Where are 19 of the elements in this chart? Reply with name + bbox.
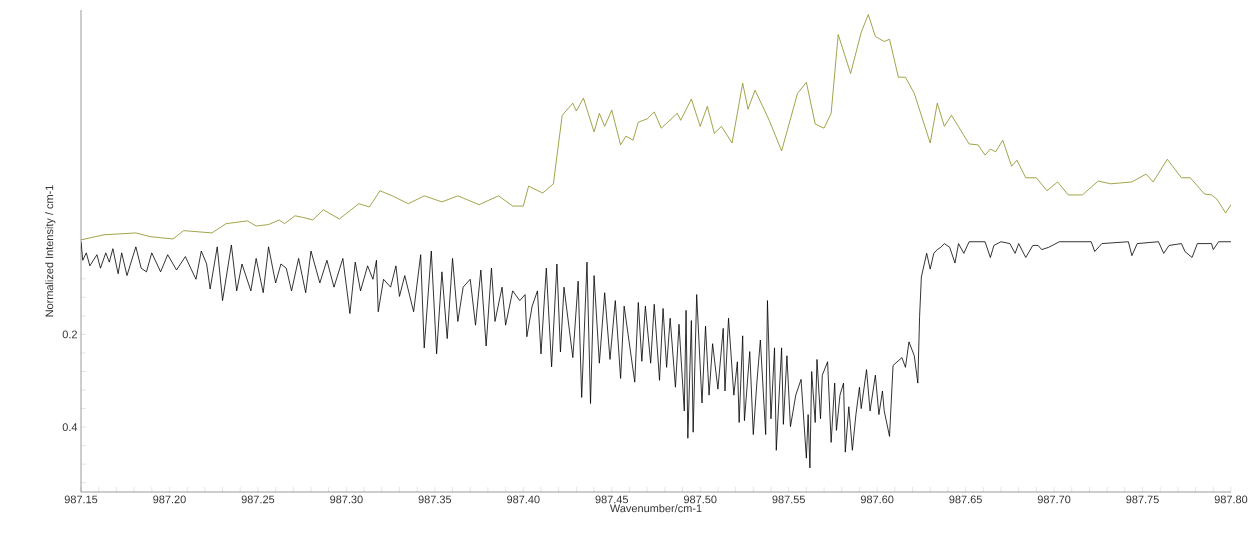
x-tick-label: 987.65 <box>949 495 982 504</box>
x-tick-label: 987.20 <box>153 495 186 504</box>
y-axis-title: Normalized Intensity / cm-1 <box>45 185 56 317</box>
x-tick-label: 987.40 <box>507 495 540 504</box>
x-axis-title: Wavenumber/cm-1 <box>609 504 702 513</box>
x-tick-label: 987.15 <box>64 495 98 504</box>
x-tick-label: 987.45 <box>595 495 629 504</box>
x-tick-label: 987.25 <box>241 495 275 504</box>
x-tick-label: 987.30 <box>330 495 363 504</box>
x-tick-label: 987.60 <box>860 495 894 504</box>
x-tick-label: 987.35 <box>418 495 452 504</box>
line-series <box>81 14 1231 241</box>
x-tick-label: 987.75 <box>1126 495 1159 504</box>
x-tick-label: 987.50 <box>683 495 717 504</box>
y-tick-label: 0.2 <box>62 330 77 339</box>
y-tick-label: 0.4 <box>62 423 78 431</box>
x-tick-label: 987.55 <box>772 495 805 504</box>
x-tick-label: 987.70 <box>1037 495 1071 504</box>
x-tick-label: 987.80 <box>1214 495 1248 504</box>
